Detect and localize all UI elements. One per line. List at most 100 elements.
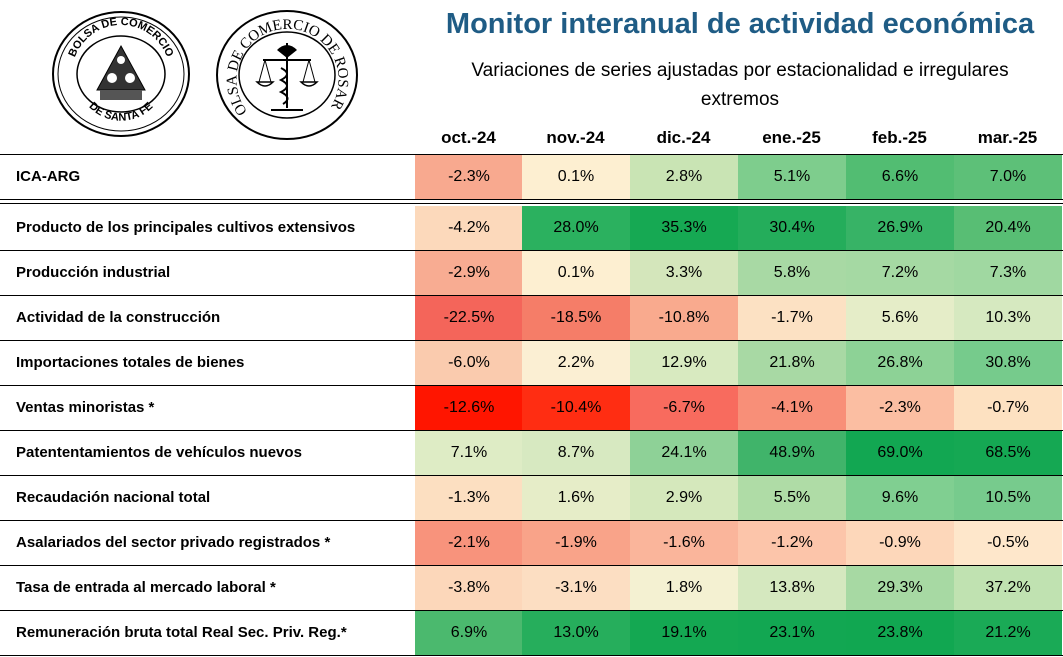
column-header: ene.-25 <box>762 128 821 147</box>
table-cell: 2.2% <box>522 341 630 385</box>
table-cell: 5.1% <box>738 155 846 199</box>
column-header: nov.-24 <box>546 128 605 147</box>
table-cell: 5.5% <box>738 476 846 520</box>
table-cell: -0.7% <box>954 386 1062 430</box>
row-divider <box>0 340 1063 341</box>
table-cell: 23.8% <box>846 611 954 655</box>
table-cell: -1.2% <box>738 521 846 565</box>
table-row: Ventas minoristas * -12.6% -10.4% -6.7% -4.1… <box>0 386 1063 430</box>
table-cell: 21.8% <box>738 341 846 385</box>
table-cell: -10.8% <box>630 296 738 340</box>
table-cell: 9.6% <box>846 476 954 520</box>
table-cell: 10.5% <box>954 476 1062 520</box>
bolsa-rosario-logo: BOLSA DE COMERCIO DE ROSARIO <box>215 8 360 143</box>
table-cell: -4.1% <box>738 386 846 430</box>
table-cell: 19.1% <box>630 611 738 655</box>
table-row: Actividad de la construcción -22.5% -18.5%… <box>0 296 1063 340</box>
table-cell: 6.6% <box>846 155 954 199</box>
table-cell: -22.5% <box>415 296 523 340</box>
table-cell: -0.9% <box>846 521 954 565</box>
table-cell: -3.1% <box>522 566 630 610</box>
row-divider <box>0 610 1063 611</box>
table-cell: 20.4% <box>954 206 1062 250</box>
table-cell: 5.6% <box>846 296 954 340</box>
row-label: Ventas minoristas * <box>16 399 155 416</box>
row-label: Remuneración bruta total Real Sec. Priv.… <box>16 624 347 641</box>
table-cell: 2.9% <box>630 476 738 520</box>
table-cell: -18.5% <box>522 296 630 340</box>
table-cell: 30.8% <box>954 341 1062 385</box>
row-divider <box>0 655 1063 656</box>
table-cell: -1.3% <box>415 476 523 520</box>
table-cell: 8.7% <box>522 431 630 475</box>
row-label: Tasa de entrada al mercado laboral * <box>16 579 276 596</box>
table-cell: -6.0% <box>415 341 523 385</box>
row-divider <box>0 430 1063 431</box>
table-cell: -2.9% <box>415 251 523 295</box>
row-label: Patententamientos de vehículos nuevos <box>16 444 302 461</box>
table-cell: 37.2% <box>954 566 1062 610</box>
column-header: feb.-25 <box>872 128 927 147</box>
table-cell: 13.8% <box>738 566 846 610</box>
row-divider <box>0 203 1063 204</box>
table-row: Patententamientos de vehículos nuevos 7.1… <box>0 431 1063 475</box>
table-cell: 26.8% <box>846 341 954 385</box>
page-subtitle: Variaciones de series ajustadas por esta… <box>471 60 1009 110</box>
table-cell: -10.4% <box>522 386 630 430</box>
column-header: dic.-24 <box>656 128 711 147</box>
table-cell: 1.6% <box>522 476 630 520</box>
table-row: Producción industrial -2.9% 0.1% 3.3% 5.8% 7.… <box>0 251 1063 295</box>
table-cell: 3.3% <box>630 251 738 295</box>
table-cell: 12.9% <box>630 341 738 385</box>
table-cell: 0.1% <box>522 155 630 199</box>
row-divider <box>0 520 1063 521</box>
table-cell: -0.5% <box>954 521 1062 565</box>
table-row: Remuneración bruta total Real Sec. Priv.… <box>0 611 1063 655</box>
row-divider <box>0 199 1063 200</box>
table-cell: -2.3% <box>846 386 954 430</box>
row-label: Asalariados del sector privado registrad… <box>16 534 331 551</box>
table-cell: 35.3% <box>630 206 738 250</box>
row-label: Producción industrial <box>16 264 171 281</box>
table-cell: 7.2% <box>846 251 954 295</box>
table-cell: 0.1% <box>522 251 630 295</box>
table-cell: -1.6% <box>630 521 738 565</box>
table-cell: -4.2% <box>415 206 523 250</box>
table-cell: -1.9% <box>522 521 630 565</box>
table-cell: 24.1% <box>630 431 738 475</box>
column-header: mar.-25 <box>977 128 1038 147</box>
row-label: ICA-ARG <box>16 168 81 185</box>
table-row: ICA-ARG -2.3% 0.1% 2.8% 5.1% 6.6% 7.0% <box>0 155 1063 199</box>
table-row: Tasa de entrada al mercado laboral * -3.8… <box>0 566 1063 610</box>
page-title: Monitor interanual de actividad económic… <box>445 8 1035 40</box>
column-header: oct.-24 <box>441 128 496 147</box>
table-cell: 28.0% <box>522 206 630 250</box>
row-label: Producto de los principales cultivos ext… <box>16 219 356 236</box>
table-cell: 6.9% <box>415 611 523 655</box>
table-cell: -1.7% <box>738 296 846 340</box>
table-cell: 26.9% <box>846 206 954 250</box>
table-cell: 5.8% <box>738 251 846 295</box>
table-cell: 29.3% <box>846 566 954 610</box>
row-divider <box>0 250 1063 251</box>
row-divider <box>0 565 1063 566</box>
table-cell: 30.4% <box>738 206 846 250</box>
table-cell: 2.8% <box>630 155 738 199</box>
svg-text:DE SANTA FE: DE SANTA FE <box>87 100 156 124</box>
table-cell: 7.3% <box>954 251 1062 295</box>
logos: BOLSA DE COMERCIO DE SANTA FE BOLSA DE C… <box>50 8 360 143</box>
table-row: Asalariados del sector privado registrad… <box>0 521 1063 565</box>
table-cell: 48.9% <box>738 431 846 475</box>
table-cell: 7.1% <box>415 431 523 475</box>
table-cell: 13.0% <box>522 611 630 655</box>
table-cell: 69.0% <box>846 431 954 475</box>
table-cell: 1.8% <box>630 566 738 610</box>
table-cell: 10.3% <box>954 296 1062 340</box>
row-label: Importaciones totales de bienes <box>16 354 245 371</box>
table-row: Producto de los principales cultivos ext… <box>0 206 1063 250</box>
table-row: Recaudación nacional total -1.3% 1.6% 2.9% 5… <box>0 476 1063 520</box>
table-cell: 21.2% <box>954 611 1062 655</box>
table-cell: 68.5% <box>954 431 1062 475</box>
table-cell: -2.3% <box>415 155 523 199</box>
row-divider <box>0 385 1063 386</box>
